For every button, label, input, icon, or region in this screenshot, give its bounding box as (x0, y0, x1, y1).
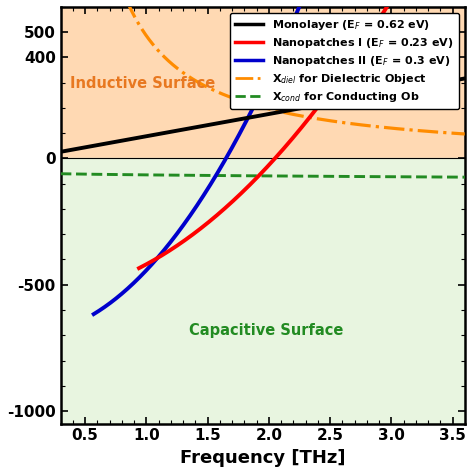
Text: Inductive Surface: Inductive Surface (70, 76, 216, 91)
Text: Capacitive Surface: Capacitive Surface (189, 323, 344, 338)
X-axis label: Frequency [THz]: Frequency [THz] (180, 449, 346, 467)
Legend: Monolayer (E$_F$ = 0.62 eV), Nanopatches I (E$_F$ = 0.23 eV), Nanopatches II (E$: Monolayer (E$_F$ = 0.62 eV), Nanopatches… (230, 12, 459, 109)
